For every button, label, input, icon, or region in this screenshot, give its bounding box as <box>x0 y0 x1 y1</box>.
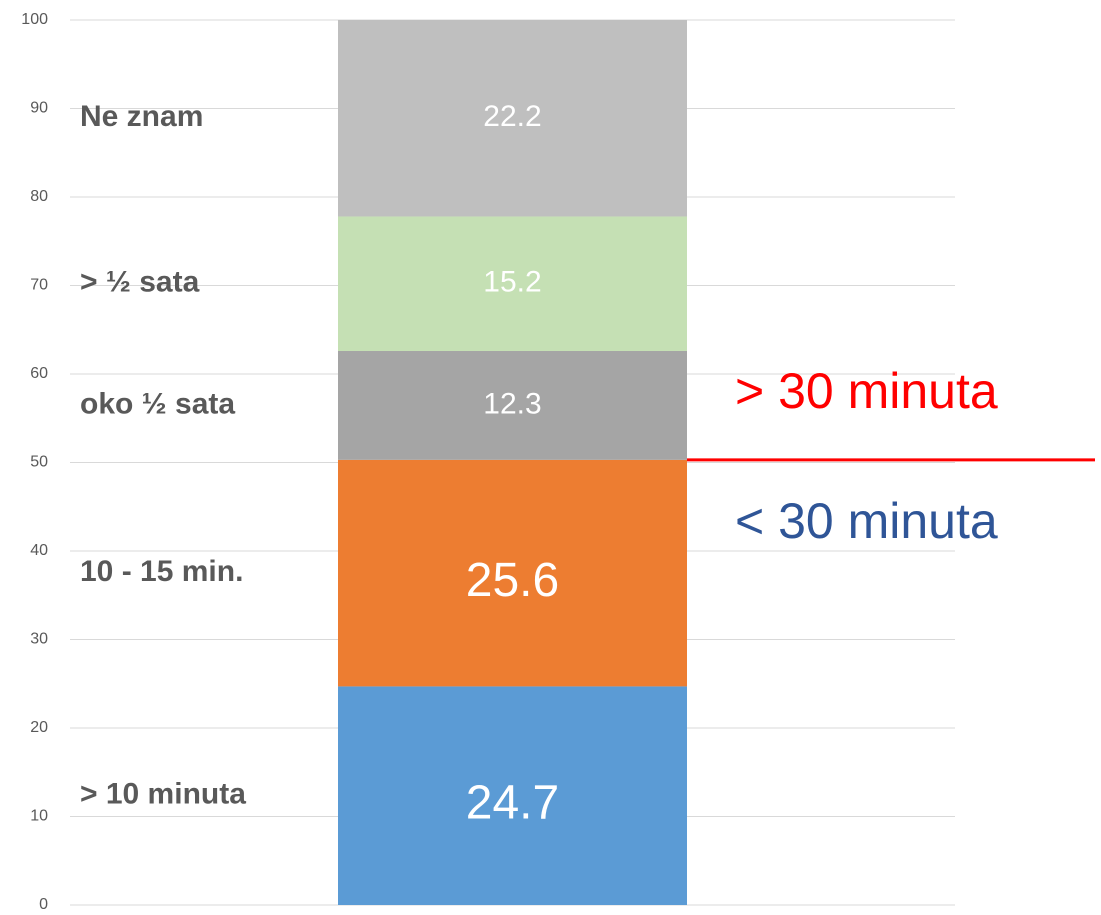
bar-segment <box>338 20 687 217</box>
bar-segment <box>338 216 687 351</box>
segment-label: Ne znam <box>80 100 203 133</box>
data-label: 22.2 <box>483 100 541 133</box>
data-label: 15.2 <box>483 266 541 299</box>
y-tick-label: 10 <box>30 808 48 825</box>
y-tick-label: 90 <box>30 100 48 117</box>
bar-segment <box>338 459 687 687</box>
y-tick-label: 0 <box>39 896 48 913</box>
y-tick-label: 20 <box>30 719 48 736</box>
segment-label: > ½ sata <box>80 266 200 299</box>
y-tick-label: 40 <box>30 542 48 559</box>
y-tick-label: 30 <box>30 631 48 648</box>
bar-segment <box>338 350 687 460</box>
y-tick-label: 70 <box>30 277 48 294</box>
annotation: < 30 minuta <box>735 493 998 549</box>
segment-label: 10 - 15 min. <box>80 555 243 588</box>
data-label: 24.7 <box>466 776 559 829</box>
segment-label: > 10 minuta <box>80 778 246 811</box>
annotation: > 30 minuta <box>735 363 998 419</box>
data-label: 25.6 <box>466 554 559 607</box>
y-tick-label: 100 <box>21 11 48 28</box>
data-label: 12.3 <box>483 387 541 420</box>
y-tick-label: 60 <box>30 365 48 382</box>
y-tick-label: 80 <box>30 188 48 205</box>
segment-label: oko ½ sata <box>80 387 235 420</box>
bar-segment <box>338 686 687 905</box>
y-tick-label: 50 <box>30 454 48 471</box>
